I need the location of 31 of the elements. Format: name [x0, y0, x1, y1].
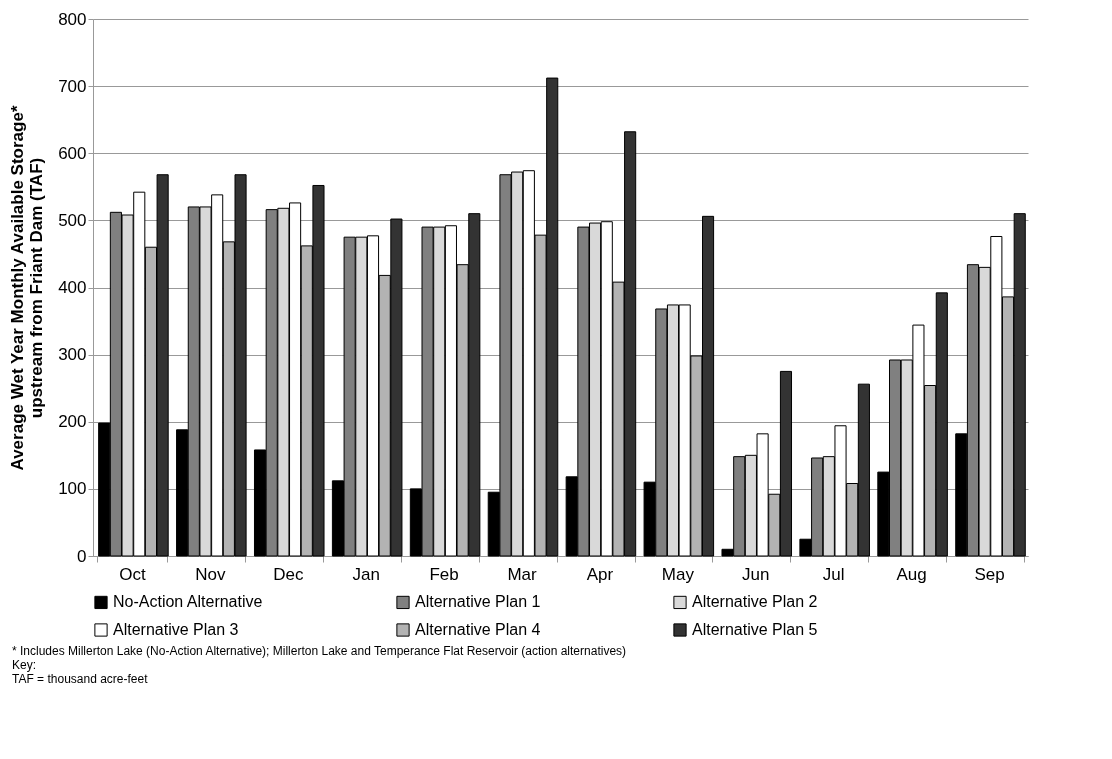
y-tick-label: 200 [58, 412, 87, 432]
x-tick-label: Dec [273, 564, 304, 584]
x-tick-label: Apr [586, 564, 614, 584]
text: * Includes Millerton Lake (No-Action Alternative); Millerton Lake and Temperance Flat Reservoir (action alternatives) [12, 644, 628, 658]
y-tick-label: 700 [58, 76, 87, 96]
x-tick-label: Sep [974, 564, 1005, 584]
x-tick-label: Oct [119, 564, 146, 584]
x-tick-label: May [661, 564, 695, 584]
x-tick-label: Jul [822, 564, 845, 584]
y-axis-title: Average Wet Year Monthly Available Storage* upstream from Friant Dam (TAF) [8, 105, 47, 471]
y-tick-label: 500 [58, 210, 87, 230]
y-tick-label: 0 [77, 546, 87, 566]
legend-label: Alternative Plan 5 [692, 621, 818, 638]
y-tick-label: 400 [58, 278, 87, 297]
legend-label: Alternative Plan 1 [415, 593, 541, 611]
x-tick-label: Nov [195, 564, 226, 584]
y-tick-label: 800 [58, 9, 87, 29]
legend-label: No-Action Alternative [113, 593, 263, 611]
y-tick-label: 100 [58, 479, 87, 499]
legend-label: Alternative Plan 4 [415, 621, 541, 638]
x-tick-label: Aug [896, 564, 927, 584]
text: TAF = thousand acre-feet [12, 672, 149, 686]
legend-label: Alternative Plan 2 [692, 593, 818, 611]
x-tick-label: Mar [507, 564, 538, 584]
legend-label: Alternative Plan 3 [113, 621, 239, 638]
x-tick-label: Jun [742, 564, 770, 584]
y-tick-label: 300 [58, 345, 87, 365]
x-tick-label: Jan [352, 564, 380, 584]
text: Key: [12, 658, 37, 672]
x-tick-label: Feb [429, 564, 459, 584]
y-tick-label: 600 [58, 143, 87, 163]
